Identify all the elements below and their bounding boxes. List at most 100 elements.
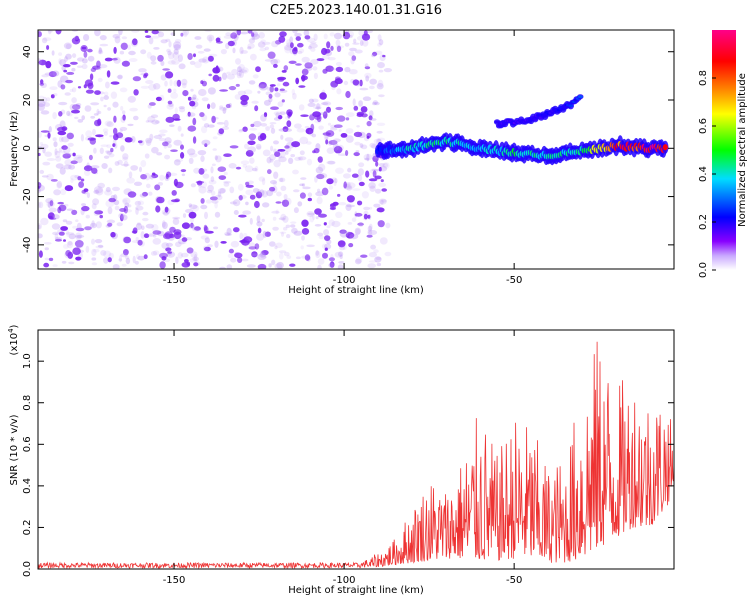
noise-speckle <box>346 195 355 203</box>
noise-speckle <box>229 201 238 205</box>
noise-speckle <box>245 150 254 157</box>
noise-speckle <box>273 148 277 153</box>
noise-speckle <box>375 188 382 194</box>
noise-speckle <box>358 100 363 107</box>
noise-speckle <box>127 204 132 208</box>
noise-speckle <box>239 239 248 243</box>
noise-speckle <box>345 232 355 239</box>
noise-speckle <box>143 254 148 260</box>
noise-speckle <box>63 42 72 50</box>
noise-speckle <box>108 153 115 158</box>
noise-speckle <box>345 90 351 99</box>
noise-speckle <box>184 237 193 241</box>
noise-speckle <box>147 120 154 123</box>
noise-speckle <box>255 191 263 199</box>
noise-speckle <box>282 81 290 87</box>
noise-speckle <box>187 125 197 132</box>
noise-speckle <box>337 240 346 248</box>
noise-speckle <box>43 242 52 245</box>
noise-speckle <box>252 188 260 194</box>
noise-speckle <box>378 166 382 172</box>
noise-speckle <box>329 261 335 268</box>
noise-speckle <box>228 86 237 90</box>
noise-speckle <box>116 75 123 79</box>
signal-band-core <box>662 144 668 151</box>
noise-speckle <box>211 115 216 124</box>
noise-speckle <box>189 204 198 210</box>
noise-speckle <box>175 241 182 248</box>
noise-speckle <box>327 122 332 126</box>
noise-speckle <box>301 235 305 241</box>
noise-speckle <box>208 179 217 185</box>
noise-speckle <box>279 231 287 234</box>
noise-speckle <box>374 256 382 263</box>
noise-speckle <box>300 75 308 81</box>
noise-speckle <box>38 95 45 99</box>
noise-speckle <box>52 214 60 220</box>
noise-speckle <box>174 38 182 44</box>
noise-speckle <box>236 72 242 79</box>
noise-speckle <box>271 210 280 214</box>
noise-speckle <box>81 205 90 212</box>
noise-speckle <box>377 42 382 47</box>
noise-speckle <box>366 135 370 139</box>
noise-speckle <box>284 46 292 54</box>
noise-speckle <box>188 203 192 207</box>
noise-speckle <box>301 228 310 235</box>
noise-speckle <box>158 137 166 142</box>
noise-speckle <box>323 133 329 141</box>
noise-speckle <box>351 217 357 222</box>
noise-speckle <box>81 115 85 121</box>
noise-speckle <box>105 81 110 89</box>
noise-speckle <box>120 116 126 123</box>
noise-speckle <box>193 254 198 262</box>
noise-speckle <box>60 84 66 90</box>
noise-speckle <box>136 222 141 226</box>
noise-speckle <box>167 88 172 93</box>
noise-speckle <box>147 104 152 109</box>
noise-speckle <box>375 256 382 260</box>
noise-speckle <box>90 102 100 106</box>
noise-speckle <box>382 162 390 169</box>
noise-speckle <box>206 189 213 194</box>
noise-speckle <box>153 47 160 50</box>
noise-speckle <box>116 222 123 227</box>
noise-speckle <box>180 152 185 159</box>
noise-speckle <box>282 215 289 223</box>
noise-speckle <box>324 247 328 251</box>
noise-speckle <box>153 234 157 238</box>
noise-speckle <box>279 88 285 92</box>
noise-speckle <box>207 87 216 95</box>
noise-speckle <box>83 51 88 58</box>
noise-speckle <box>234 94 241 100</box>
noise-speckle <box>269 84 276 87</box>
noise-speckle <box>71 109 80 114</box>
noise-speckle <box>317 156 323 163</box>
noise-speckle <box>189 60 196 65</box>
noise-speckle <box>339 245 346 251</box>
noise-speckle <box>122 197 131 205</box>
noise-speckle <box>78 181 84 189</box>
noise-speckle <box>368 214 372 220</box>
noise-speckle <box>198 88 207 97</box>
noise-speckle <box>332 138 341 143</box>
noise-speckle <box>295 36 301 41</box>
noise-speckle <box>248 242 256 249</box>
noise-speckle <box>313 72 318 80</box>
noise-speckle <box>284 145 290 149</box>
noise-speckle <box>38 201 42 209</box>
noise-speckle <box>98 64 108 69</box>
noise-speckle <box>358 222 364 227</box>
noise-speckle <box>53 189 61 196</box>
noise-speckle <box>150 61 157 65</box>
noise-speckle <box>38 250 43 258</box>
noise-speckle <box>103 250 112 258</box>
noise-speckle <box>66 71 75 75</box>
noise-speckle <box>56 150 66 154</box>
noise-speckle <box>382 54 386 58</box>
noise-speckle <box>278 217 286 221</box>
noise-speckle <box>121 60 130 67</box>
noise-speckle <box>237 257 243 263</box>
noise-speckle <box>257 90 261 94</box>
noise-speckle <box>74 116 79 120</box>
